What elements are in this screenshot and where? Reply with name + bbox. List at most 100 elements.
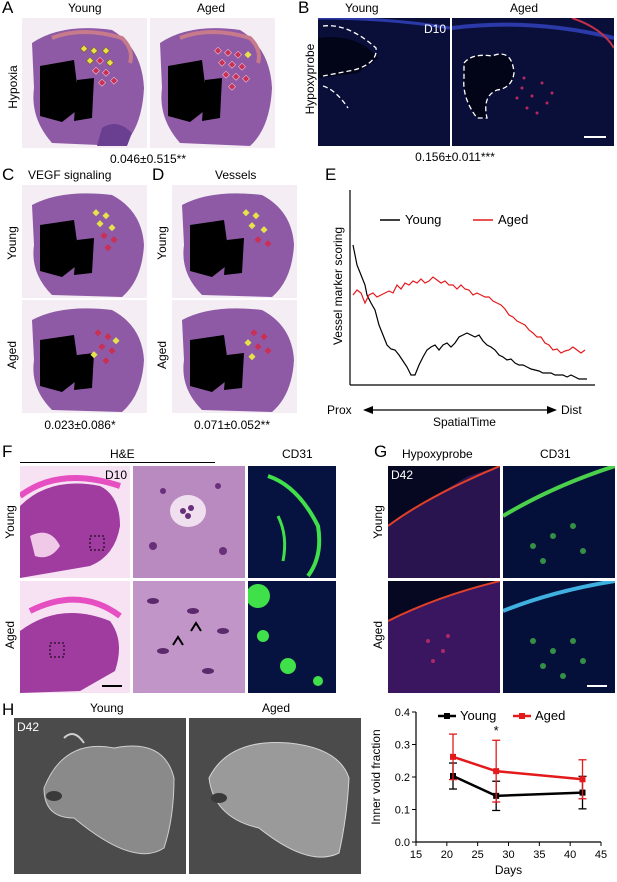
panel-h-aged-microct xyxy=(189,718,361,874)
panel-f-aged-he-high xyxy=(133,581,245,693)
y-tick-label: 0.3 xyxy=(395,740,410,752)
panel-g-aged-hypoxy xyxy=(388,581,500,693)
panel-f-young-he-high xyxy=(133,466,245,578)
legend-label: Aged xyxy=(535,708,565,723)
panel-h-young-microct: D42 xyxy=(14,718,186,874)
panel-a-aged-image xyxy=(150,18,275,148)
panel-f-young-he-low: D10 xyxy=(20,466,130,578)
y-tick-label: 0.1 xyxy=(395,805,410,817)
panel-b-col-young: Young xyxy=(345,1,379,15)
legend-marker xyxy=(444,713,450,719)
panel-d-stat: 0.071±0.052** xyxy=(194,418,270,432)
panel-letter-a: A xyxy=(2,0,14,17)
tissue-section-young-a xyxy=(32,28,144,147)
panel-g-row-young: Young xyxy=(371,505,385,539)
panel-letter-e: E xyxy=(325,165,337,184)
panel-b-day: D10 xyxy=(423,22,446,36)
panel-e-ylabel: Vessel marker scoring xyxy=(331,226,345,346)
panel-d-row-aged: Aged xyxy=(155,340,169,370)
panel-c-aged-image xyxy=(22,300,147,413)
panel-f-aged-he-low xyxy=(20,581,130,693)
panel-f-row-aged: Aged xyxy=(3,620,17,650)
panel-e-plot: Young Aged Vessel marker scoring Prox Sp… xyxy=(325,185,615,429)
panel-h-young: Young xyxy=(90,701,124,715)
panel-e-legend-aged: Aged xyxy=(498,212,529,227)
panel-c-young-image xyxy=(22,185,147,298)
x-axis-label: Days xyxy=(495,863,522,877)
panel-b-col-aged: Aged xyxy=(510,1,539,15)
panel-g-cd31: CD31 xyxy=(540,447,571,461)
scale-bar xyxy=(584,136,606,138)
panel-g-day: D42 xyxy=(391,468,414,482)
panel-letter-h: H xyxy=(2,700,15,719)
panel-letter-d: D xyxy=(152,165,165,184)
panel-f-aged-cd31 xyxy=(248,581,336,693)
panel-h-day: D42 xyxy=(17,720,40,734)
y-tick-label: 0.2 xyxy=(395,772,410,784)
panel-letter-f: F xyxy=(2,442,13,461)
void-fraction-chart: 0.0 0.1 0.2 0.3 0.4 15 20 25 30 35 40 45 Days Inner v… xyxy=(369,707,607,877)
y-axis-label: Inner void fraction xyxy=(369,729,383,824)
legend-label: Young xyxy=(460,708,496,723)
panel-c-row-young: Young xyxy=(5,226,19,260)
panel-letter-c: C xyxy=(2,165,15,184)
panel-c-row-aged: Aged xyxy=(5,340,19,370)
panel-d-title: Vessels xyxy=(215,168,257,182)
scale-bar xyxy=(587,685,607,687)
panel-g-young-cd31 xyxy=(503,466,615,578)
vessel-score-plot xyxy=(349,190,595,414)
panel-e-x-left: Prox xyxy=(327,403,352,417)
panel-f-day: D10 xyxy=(104,468,127,482)
panel-d-row-young: Young xyxy=(155,226,169,260)
x-tick-label: 35 xyxy=(533,849,545,861)
series-line-aged xyxy=(452,755,583,781)
x-tick-label: 40 xyxy=(564,849,576,861)
panel-g-row-aged: Aged xyxy=(371,620,385,650)
panel-f-row-young: Young xyxy=(3,505,17,539)
data-point xyxy=(493,768,500,775)
y-tick-label: 0.0 xyxy=(395,837,410,849)
data-point xyxy=(579,776,586,783)
panel-a-col-aged: Aged xyxy=(197,1,226,15)
panel-a-stat: 0.046±0.515** xyxy=(110,152,186,166)
panel-e-x-right: Dist xyxy=(561,403,582,417)
scale-bar xyxy=(102,685,122,687)
panel-g-young-hypoxy: D42 xyxy=(388,466,500,578)
panel-a-young-image xyxy=(22,18,147,148)
significance-mark: * xyxy=(494,723,499,738)
x-tick-label: 15 xyxy=(410,849,422,861)
panel-e-legend-young: Young xyxy=(405,212,442,227)
panel-b-row-hypoxyprobe: Hypoxyprobe xyxy=(303,43,317,115)
panel-d-young-image xyxy=(172,185,297,298)
panel-b-stat: 0.156±0.011*** xyxy=(415,150,495,164)
panel-f-he-bracket xyxy=(20,462,215,463)
panel-g-aged-cd31 xyxy=(503,581,615,693)
panel-f-he: H&E xyxy=(110,447,135,461)
panel-h-chart: 0.0 0.1 0.2 0.3 0.4 15 20 25 30 35 40 45 Days Inner v… xyxy=(366,700,616,882)
panel-f-cd31: CD31 xyxy=(282,447,313,461)
x-tick-label: 25 xyxy=(472,849,484,861)
panel-letter-b: B xyxy=(298,0,310,17)
panel-b-young-image: D10 xyxy=(318,18,450,146)
tissue-section-aged-a xyxy=(160,28,272,147)
panel-h-aged: Aged xyxy=(262,701,291,715)
x-tick-label: 20 xyxy=(441,849,453,861)
line-young xyxy=(352,244,587,380)
panel-letter-g: G xyxy=(374,442,388,461)
legend-marker xyxy=(519,713,525,719)
y-tick-label: 0.4 xyxy=(395,707,410,719)
series-line-young xyxy=(452,774,583,798)
x-tick-label: 30 xyxy=(502,849,514,861)
panel-d-aged-image xyxy=(172,300,297,413)
panel-c-stat: 0.023±0.086* xyxy=(44,418,116,432)
panel-e-x-mid: SpatialTime xyxy=(433,415,496,429)
panel-a-col-young: Young xyxy=(68,1,102,15)
data-point xyxy=(450,753,456,760)
panel-g-hypoxy: Hypoxyprobe xyxy=(402,447,473,461)
panel-c-title: VEGF signaling xyxy=(28,168,112,182)
line-aged xyxy=(352,276,586,354)
x-tick-label: 45 xyxy=(595,849,607,861)
panel-a-row-hypoxia: Hypoxia xyxy=(6,65,20,109)
panel-f-young-cd31 xyxy=(248,466,336,578)
panel-b-aged-image xyxy=(452,18,614,146)
